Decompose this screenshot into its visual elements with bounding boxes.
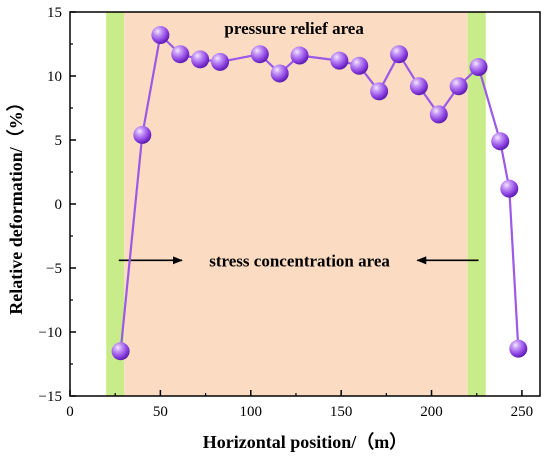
- data-point: [290, 46, 309, 65]
- x-axis-title: Horizontal position/（m）: [203, 432, 408, 452]
- data-point: [509, 339, 528, 358]
- x-tick-label: 0: [66, 404, 74, 420]
- y-tick-label: −10: [39, 325, 62, 341]
- x-tick-label: 150: [330, 404, 353, 420]
- data-point: [449, 77, 468, 96]
- x-tick-label: 200: [420, 404, 443, 420]
- data-point: [330, 51, 349, 70]
- shaded-regions: [106, 12, 486, 396]
- y-axis-title: Relative deformation/（%）: [6, 93, 26, 314]
- data-point: [211, 52, 230, 71]
- y-tick-label: 5: [55, 133, 63, 149]
- y-tick-label: 10: [47, 69, 62, 85]
- data-point: [370, 82, 389, 101]
- data-point: [250, 45, 269, 64]
- data-point: [469, 58, 488, 77]
- data-point: [409, 77, 428, 96]
- data-point: [191, 50, 210, 69]
- y-tick-label: −15: [39, 389, 62, 405]
- data-point: [429, 105, 448, 124]
- data-point: [111, 342, 130, 361]
- data-point: [491, 132, 510, 151]
- axis-ticks: 0 50 100 150 200 250 −15 −10 −5 0 5 10 15: [39, 5, 534, 420]
- pressure-relief-region: [124, 12, 468, 396]
- x-tick-label: 250: [511, 404, 534, 420]
- data-point: [390, 45, 408, 64]
- x-tick-label: 50: [153, 404, 168, 420]
- data-point: [500, 179, 519, 198]
- x-tick-label: 100: [240, 404, 263, 420]
- stress-concentration-region: [106, 12, 125, 396]
- data-point: [171, 45, 190, 64]
- data-point: [270, 64, 289, 83]
- stress-concentration-region: [467, 12, 486, 396]
- data-series: [111, 26, 528, 361]
- pressure-relief-label: pressure relief area: [224, 19, 364, 38]
- data-point: [133, 125, 152, 144]
- stress-concentration-label: stress concentration area: [209, 251, 390, 270]
- y-tick-label: 15: [47, 5, 62, 21]
- y-tick-label: −5: [46, 261, 62, 277]
- y-tick-label: 0: [55, 197, 63, 213]
- data-point: [151, 26, 170, 45]
- data-point: [350, 56, 369, 75]
